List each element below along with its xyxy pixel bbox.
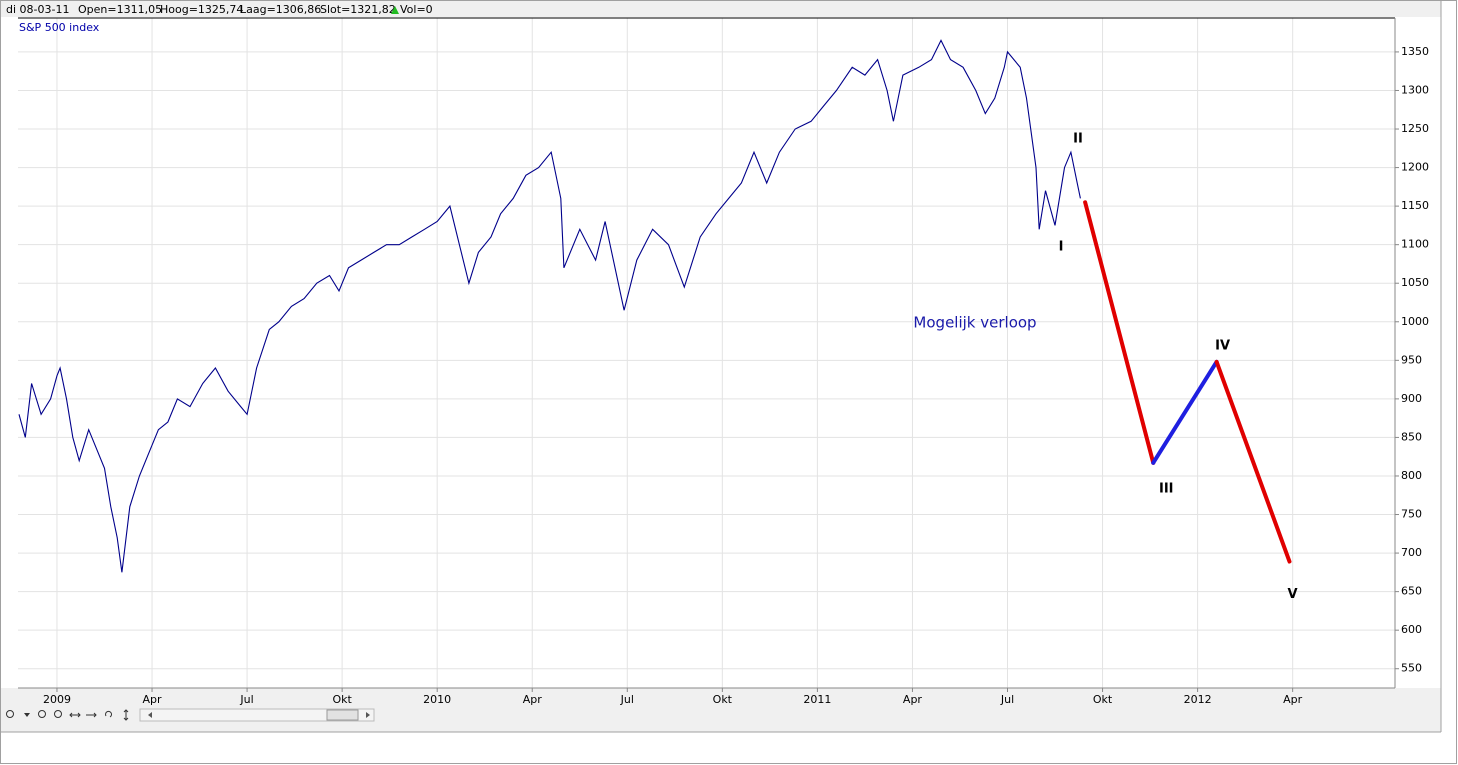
- projection-segment: [1083, 200, 1156, 465]
- y-tick-label: 900: [1401, 392, 1422, 405]
- toolbar[interactable]: [6, 708, 375, 722]
- header-high: Hoog=1325,74: [160, 3, 243, 16]
- header-date: di 08-03-11: [6, 3, 69, 16]
- projection-segment: [1214, 359, 1292, 564]
- scroll-left[interactable]: [148, 712, 152, 718]
- zoom-icon[interactable]: [6, 710, 14, 718]
- wave-label: III: [1159, 481, 1174, 496]
- x-tick-label: Apr: [1283, 693, 1303, 706]
- price-line: [18, 39, 1081, 573]
- x-tick-label: Okt: [1093, 693, 1113, 706]
- wave-label: IV: [1215, 338, 1230, 353]
- x-tick-label: Jul: [620, 693, 634, 706]
- y-tick-label: 850: [1401, 430, 1422, 443]
- scroll-thumb[interactable]: [326, 709, 359, 721]
- x-tick-label: 2012: [1184, 693, 1212, 706]
- y-tick-label: 550: [1401, 662, 1422, 675]
- zoom-out-icon[interactable]: [54, 710, 62, 718]
- y-tick-label: 800: [1401, 469, 1422, 482]
- x-tick-label: Okt: [332, 693, 352, 706]
- x-tick-label: 2011: [803, 693, 831, 706]
- y-tick-label: 750: [1401, 508, 1422, 521]
- wave-label: V: [1287, 587, 1297, 602]
- x-tick-label: Jul: [1000, 693, 1014, 706]
- plot-background: [18, 18, 1395, 688]
- header-low: Laag=1306,86: [240, 3, 321, 16]
- x-tick-label: 2009: [43, 693, 71, 706]
- y-tick-label: 1350: [1401, 45, 1429, 58]
- scale-icon[interactable]: [123, 709, 129, 721]
- legend-entry: S&P 500 index: [19, 21, 100, 34]
- dropdown-icon[interactable]: [24, 713, 30, 717]
- x-tick-label: Apr: [523, 693, 543, 706]
- scrollbar[interactable]: [139, 708, 375, 722]
- projection-segment: [1151, 359, 1219, 465]
- x-tick-label: Jul: [239, 693, 253, 706]
- y-tick-label: 1200: [1401, 161, 1429, 174]
- y-tick-label: 1150: [1401, 199, 1429, 212]
- scroll-right[interactable]: [366, 712, 370, 718]
- y-tick-label: 650: [1401, 585, 1422, 598]
- end-icon[interactable]: [86, 712, 97, 718]
- annotation: Mogelijk verloop: [913, 314, 1036, 332]
- wave-label: II: [1073, 132, 1083, 147]
- x-tick-label: Apr: [903, 693, 923, 706]
- y-tick-label: 1300: [1401, 83, 1429, 96]
- x-tick-label: 2010: [423, 693, 451, 706]
- y-tick-label: 700: [1401, 546, 1422, 559]
- x-tick-label: Apr: [143, 693, 163, 706]
- header-bar: [1, 1, 1441, 17]
- y-tick-label: 1050: [1401, 276, 1429, 289]
- y-tick-label: 600: [1401, 623, 1422, 636]
- y-tick-label: 950: [1401, 353, 1422, 366]
- pan-icon[interactable]: [69, 712, 81, 718]
- y-tick-label: 1100: [1401, 238, 1429, 251]
- x-tick-label: Okt: [713, 693, 733, 706]
- reset-icon[interactable]: [105, 710, 113, 718]
- header-close: Slot=1321,82: [320, 3, 396, 16]
- y-tick-label: 1000: [1401, 315, 1429, 328]
- y-tick-label: 1250: [1401, 122, 1429, 135]
- up-triangle: [391, 6, 399, 14]
- zoom-in-icon[interactable]: [38, 710, 46, 718]
- plot-area: [18, 18, 1395, 688]
- wave-label: I: [1059, 240, 1064, 255]
- header-open: Open=1311,05: [78, 3, 162, 16]
- header-volume: Vol=0: [400, 3, 433, 16]
